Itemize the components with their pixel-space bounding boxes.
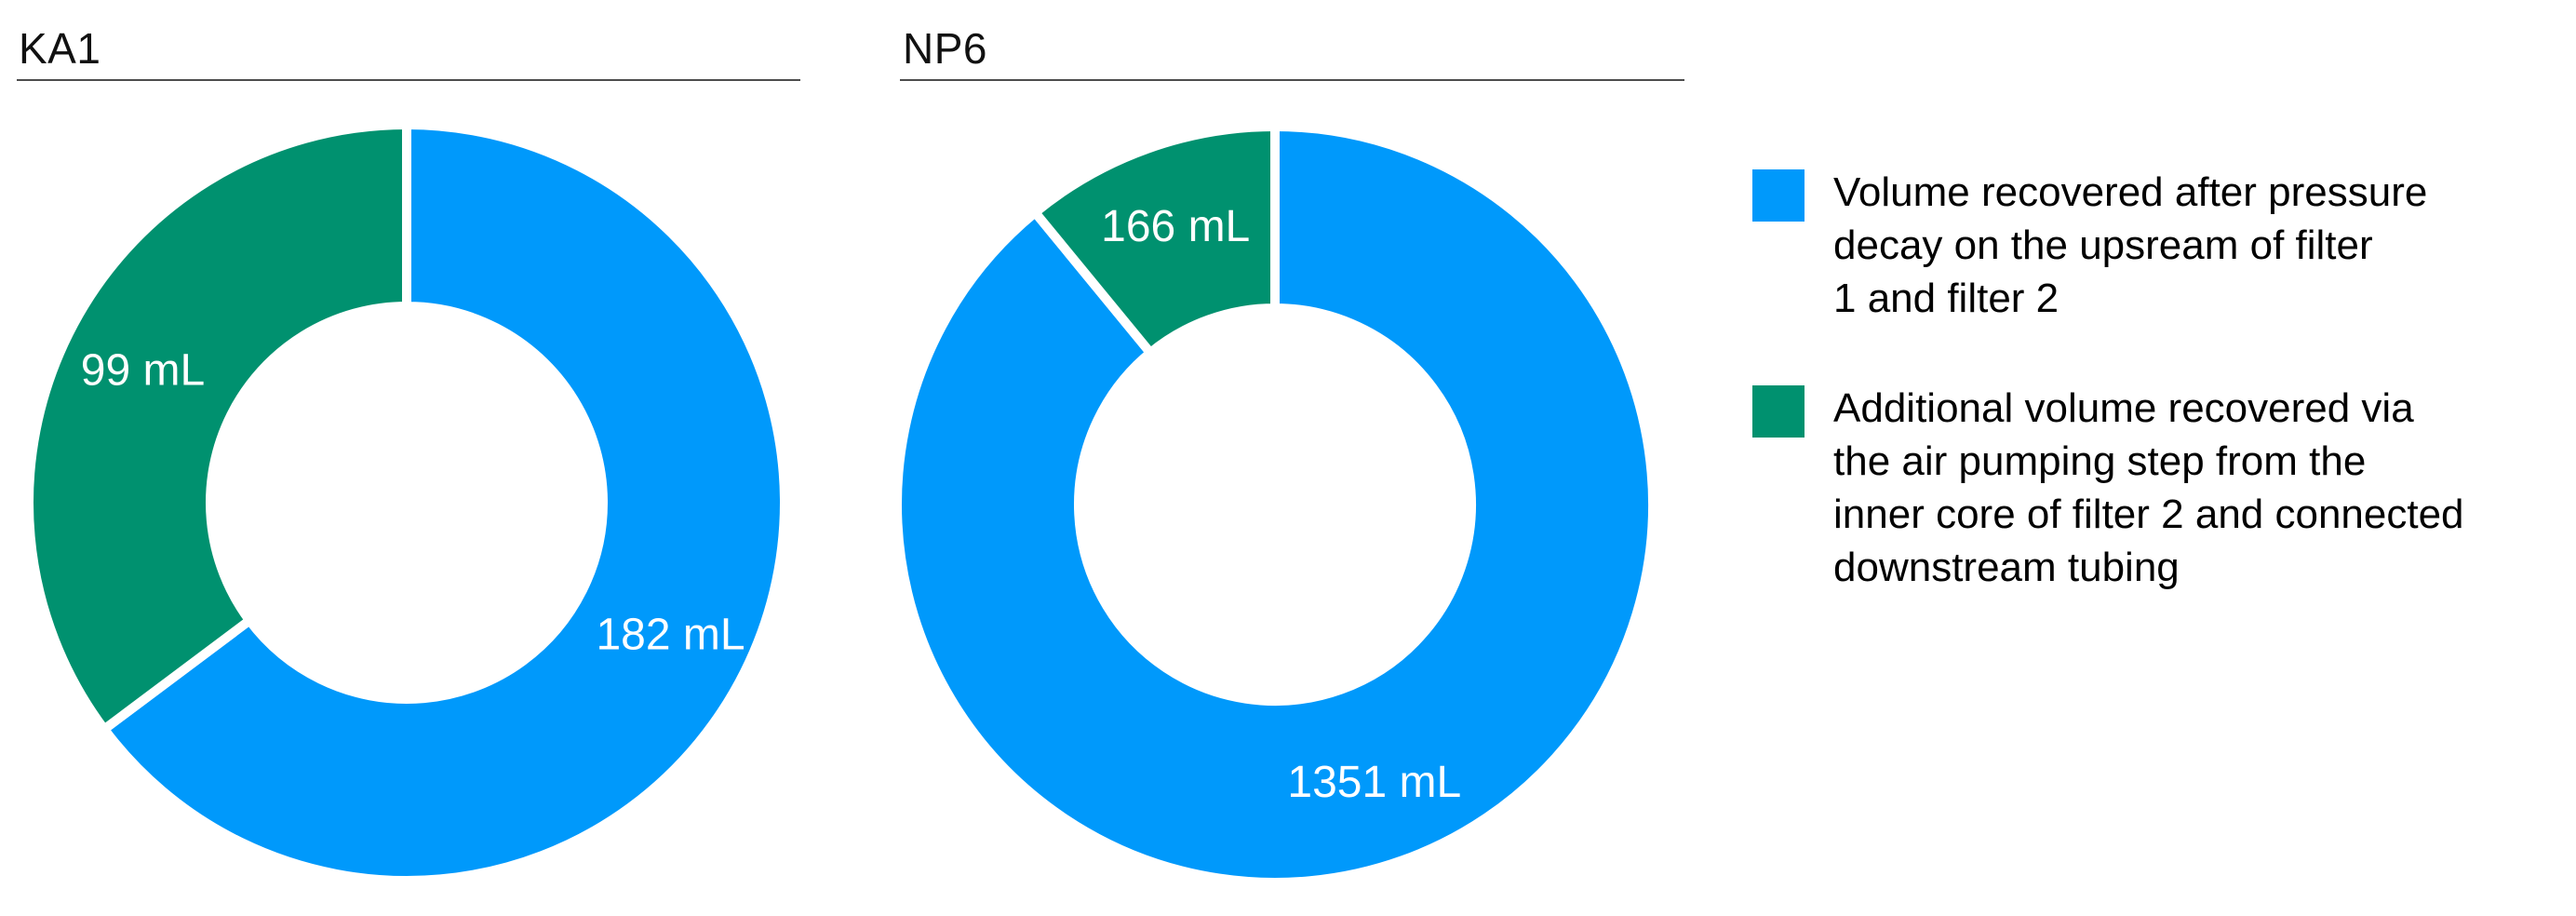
legend-swatch-blue-icon	[1752, 169, 1805, 222]
legend-label-line: decay on the upsream of filter	[1833, 222, 2373, 268]
donut-ka1-slice-label-1: 99 mL	[81, 346, 205, 396]
donut-np6-slice-0	[892, 122, 1657, 887]
donut-np6-slice-label-1: 166 mL	[1101, 202, 1250, 251]
legend-item-pressure-decay: Volume recovered after pressure decay on …	[1752, 166, 2464, 325]
legend-label-line: Additional volume recovered via	[1833, 385, 2414, 431]
donut-ka1-slice-0	[100, 120, 789, 885]
title-underline-ka1	[17, 79, 800, 81]
donut-ka1-slice-label-0: 182 mL	[596, 610, 745, 659]
legend-label-pressure-decay: Volume recovered after pressure decay on …	[1833, 166, 2427, 325]
legend-label-line: Volume recovered after pressure	[1833, 169, 2428, 215]
legend: Volume recovered after pressure decay on …	[1752, 166, 2464, 594]
donut-np6-slice-1	[1030, 122, 1280, 357]
chart-title-np6: NP6	[903, 24, 987, 73]
title-underline-np6	[900, 79, 1684, 81]
legend-label-line: inner core of filter 2 and connected	[1833, 492, 2464, 537]
legend-label-line: downstream tubing	[1833, 545, 2180, 590]
chart-title-ka1: KA1	[19, 24, 101, 73]
legend-label-line: the air pumping step from the	[1833, 438, 2367, 484]
legend-swatch-green-icon	[1752, 385, 1805, 438]
legend-item-air-pumping: Additional volume recovered via the air p…	[1752, 382, 2464, 594]
donut-ka1-slice-1	[24, 120, 411, 734]
legend-label-line: 1 and filter 2	[1833, 276, 2059, 321]
legend-label-air-pumping: Additional volume recovered via the air p…	[1833, 382, 2464, 594]
donut-np6-slice-label-0: 1351 mL	[1287, 758, 1461, 807]
